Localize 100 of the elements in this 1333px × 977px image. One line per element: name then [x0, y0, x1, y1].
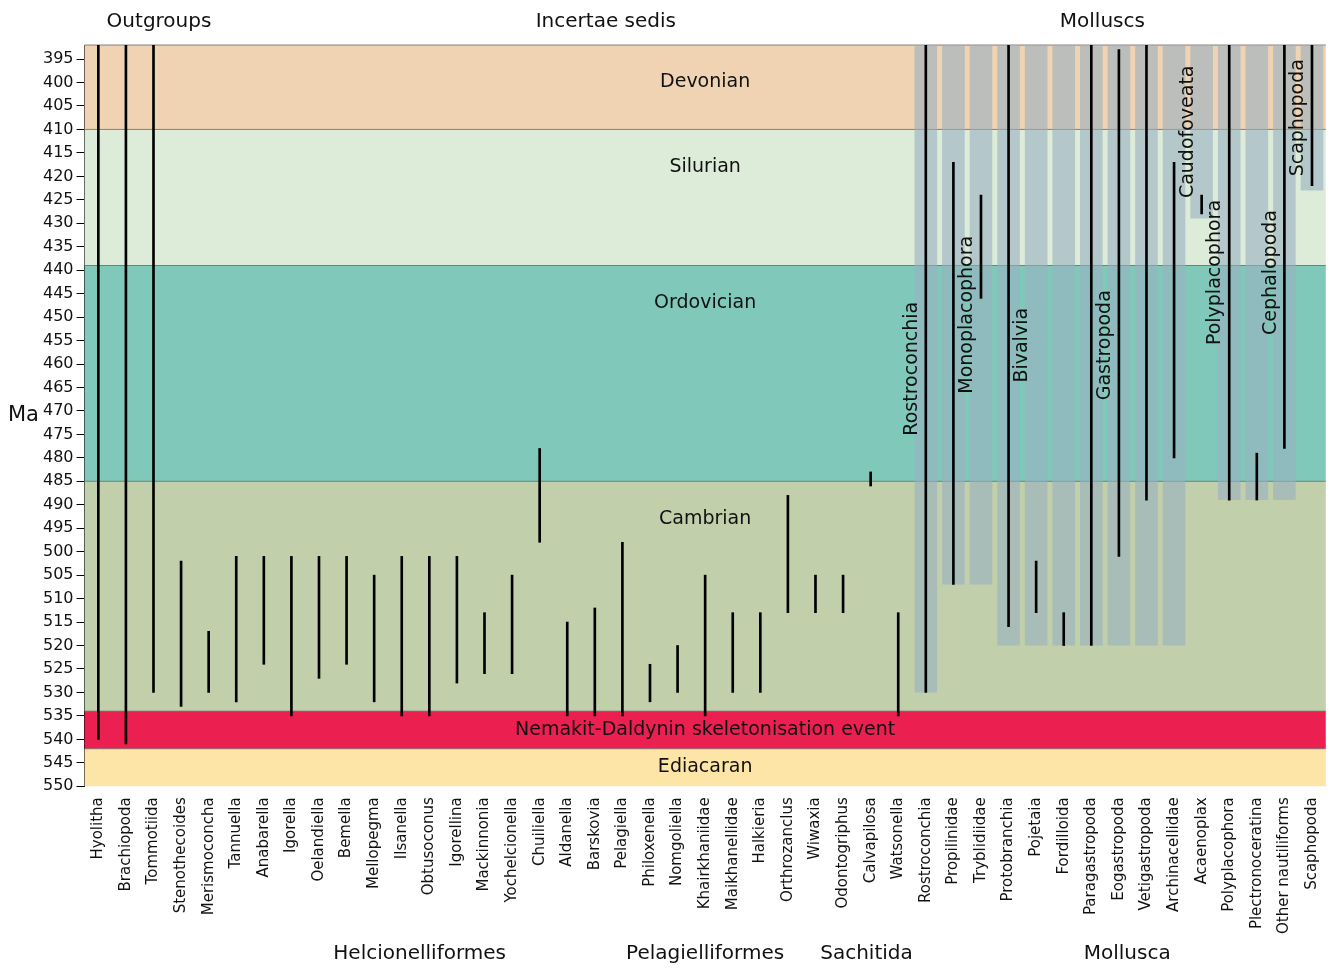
x-tick-label: Bemella: [336, 797, 355, 859]
bar: [593, 607, 597, 717]
x-tick-label: Paragastropoda: [1081, 797, 1100, 916]
bar: [207, 631, 210, 693]
text: Monoplacophora: [954, 235, 977, 394]
x-tick-label: Calvapilosa: [860, 797, 879, 884]
bar: [621, 541, 624, 717]
y-tick-label: 520: [42, 634, 74, 654]
text: Mollusca: [1083, 940, 1171, 964]
y-tick-label: 545: [42, 751, 74, 771]
bar: [428, 556, 431, 717]
text: Scaphopoda: [1285, 59, 1308, 177]
x-tick-label: Philoxenella: [639, 797, 658, 887]
x-tick-label: Tommotiida: [143, 797, 162, 886]
bar: [234, 556, 238, 703]
text: Sachitida: [820, 940, 913, 964]
x-tick-label: Wiwaxia: [805, 797, 824, 860]
x-tick-label: Nomgoliella: [667, 797, 686, 887]
x-tick-label: Protobranchia: [998, 797, 1017, 902]
x-tick-label: Archinacellidae: [1163, 797, 1182, 912]
bar: [676, 645, 679, 693]
band-label: Ediacaran: [657, 754, 753, 777]
x-tick-label: Khairkhaniidae: [695, 797, 714, 910]
bar: [896, 612, 900, 717]
y-tick-label: 435: [42, 235, 74, 255]
y-tick-label: 540: [42, 728, 74, 748]
y-tick-label: 515: [42, 611, 74, 631]
text: Incertae sedis: [535, 8, 676, 32]
band-label: Devonian: [660, 69, 751, 92]
y-tick-label: 405: [42, 95, 74, 115]
x-tick-label: Obtusoconus: [419, 797, 438, 896]
band-label: Cambrian: [659, 505, 752, 528]
bar: [538, 448, 541, 543]
x-tick-label: Hyolitha: [88, 797, 107, 860]
x-tick-label: Yochelcionella: [501, 797, 520, 904]
bar: [1135, 45, 1158, 646]
y-tick-label: 475: [42, 423, 74, 443]
x-tick-label: Aldanella: [557, 797, 576, 867]
x-tick-label: Tryblidiidae: [970, 797, 989, 884]
x-tick-label: Polyplacophora: [1219, 797, 1238, 912]
bar: [814, 574, 817, 614]
x-tick-label: Plectronoceratina: [1246, 797, 1265, 930]
bar: [262, 556, 266, 665]
text: Bivalvia: [1009, 307, 1032, 383]
band-label: Ordovician: [654, 289, 757, 312]
x-tick-label: Pelagiella: [612, 797, 631, 869]
y-tick-label: 500: [42, 540, 74, 560]
x-tick-label: Ilsanella: [391, 797, 410, 860]
x-tick-label: Igorellina: [446, 797, 465, 867]
x-tick-label: Rostroconchia: [915, 797, 934, 903]
x-tick-label: Maikhanellidae: [722, 797, 741, 911]
y-tick-label: 505: [42, 564, 74, 584]
y-tick-label: 430: [42, 212, 74, 232]
x-tick-label: Brachiopoda: [115, 797, 134, 892]
x-tick-label: Eogastropoda: [1108, 797, 1127, 901]
y-tick-label: 530: [42, 681, 74, 701]
bar: [869, 471, 872, 487]
text: Caudofoveata: [1174, 65, 1197, 199]
y-tick-label: 400: [42, 71, 74, 91]
y-tick-label: 525: [42, 658, 74, 678]
bar: [483, 612, 486, 674]
y-tick-label: 395: [42, 48, 74, 68]
text: Rostroconchia: [898, 301, 921, 436]
x-tick-label: Vetigastropoda: [1136, 797, 1155, 911]
y-tick-label: 550: [42, 775, 74, 795]
text: Helcionelliformes: [333, 940, 507, 964]
text: Outgroups: [106, 8, 212, 32]
y-tick-label: 495: [42, 517, 74, 537]
x-tick-label: Pojetaia: [1026, 797, 1045, 857]
bar: [1052, 45, 1076, 646]
x-tick-label: Tannuella: [226, 797, 245, 870]
text: Cephalopoda: [1257, 210, 1280, 336]
bar: [731, 612, 735, 693]
x-tick-label: Merismoconcha: [198, 797, 217, 916]
bar: [758, 612, 762, 693]
x-tick-label: Igorella: [281, 797, 300, 853]
y-tick-label: 510: [42, 587, 74, 607]
bar: [1255, 452, 1259, 501]
x-tick-label: Propilinidae: [943, 797, 962, 885]
y-axis-title: Ma: [8, 402, 39, 427]
x-tick-label: Watsonella: [888, 797, 907, 880]
bar: [1227, 45, 1231, 501]
x-tick-label: Chuiliella: [529, 797, 548, 867]
bar: [952, 161, 955, 585]
bar: [400, 556, 404, 717]
y-tick-label: 440: [42, 259, 74, 279]
bar: [1200, 194, 1203, 215]
text: Molluscs: [1059, 8, 1145, 32]
bar: [290, 556, 293, 717]
x-tick-label: Oelandiella: [308, 797, 327, 882]
band-label: Silurian: [669, 153, 741, 176]
x-tick-label: Scaphopoda: [1301, 797, 1320, 890]
bar: [345, 556, 348, 665]
bar: [1007, 45, 1010, 628]
x-tick-label: Other nautiliforms: [1274, 797, 1293, 935]
y-tick-label: 420: [42, 165, 74, 185]
x-tick-label: Fordilloida: [1053, 797, 1072, 875]
bar: [1145, 45, 1148, 501]
y-tick-label: 470: [42, 400, 74, 420]
y-tick-label: 490: [42, 493, 74, 513]
